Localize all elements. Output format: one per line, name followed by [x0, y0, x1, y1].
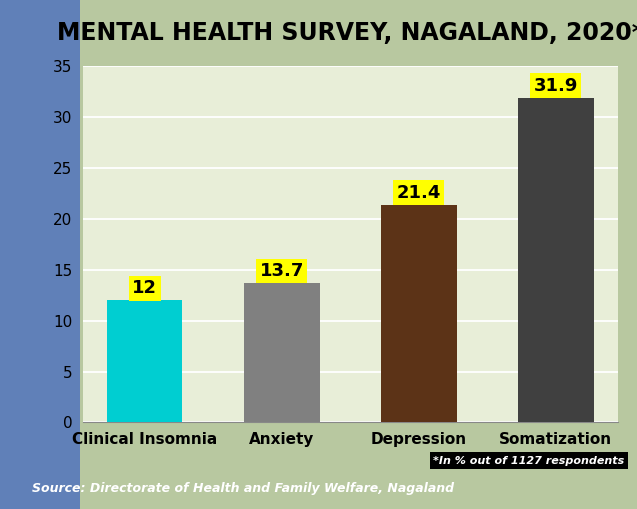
Text: Source: Directorate of Health and Family Welfare, Nagaland: Source: Directorate of Health and Family…: [32, 482, 454, 495]
Text: 13.7: 13.7: [260, 262, 304, 280]
Text: *In % out of 1127 respondents: *In % out of 1127 respondents: [433, 456, 624, 466]
Bar: [519, 98, 594, 422]
Text: 12: 12: [132, 279, 157, 297]
Bar: [107, 300, 182, 422]
Bar: [244, 283, 320, 422]
Text: 21.4: 21.4: [397, 184, 441, 202]
Text: MENTAL HEALTH SURVEY, NAGALAND, 2020*: MENTAL HEALTH SURVEY, NAGALAND, 2020*: [57, 21, 637, 45]
Text: 31.9: 31.9: [534, 77, 578, 95]
Bar: [381, 205, 457, 422]
